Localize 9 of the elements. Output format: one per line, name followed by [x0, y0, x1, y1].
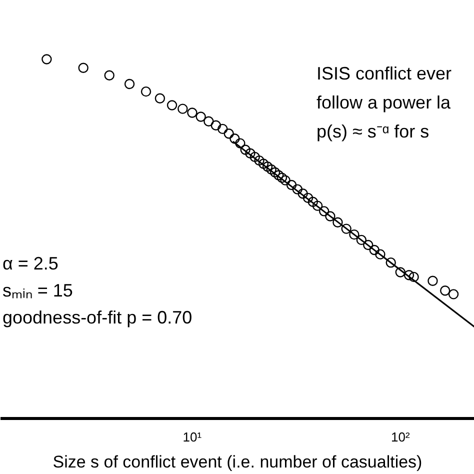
annotation: p(s) ≈ s⁻ᵅ for s	[316, 122, 430, 142]
x-tick-label: 10¹	[182, 430, 202, 444]
annotation: ISIS conflict ever	[316, 64, 452, 84]
annotation: goodness-of-fit p = 0.70	[2, 308, 192, 328]
annotation: sₘᵢₙ = 15	[2, 280, 73, 300]
x-axis-title: Size s of conflict event (i.e. number of casualties)	[52, 452, 422, 472]
x-tick-label: 10²	[390, 430, 410, 444]
annotation: follow a power la	[316, 92, 452, 112]
annotation: α = 2.5	[2, 254, 58, 274]
